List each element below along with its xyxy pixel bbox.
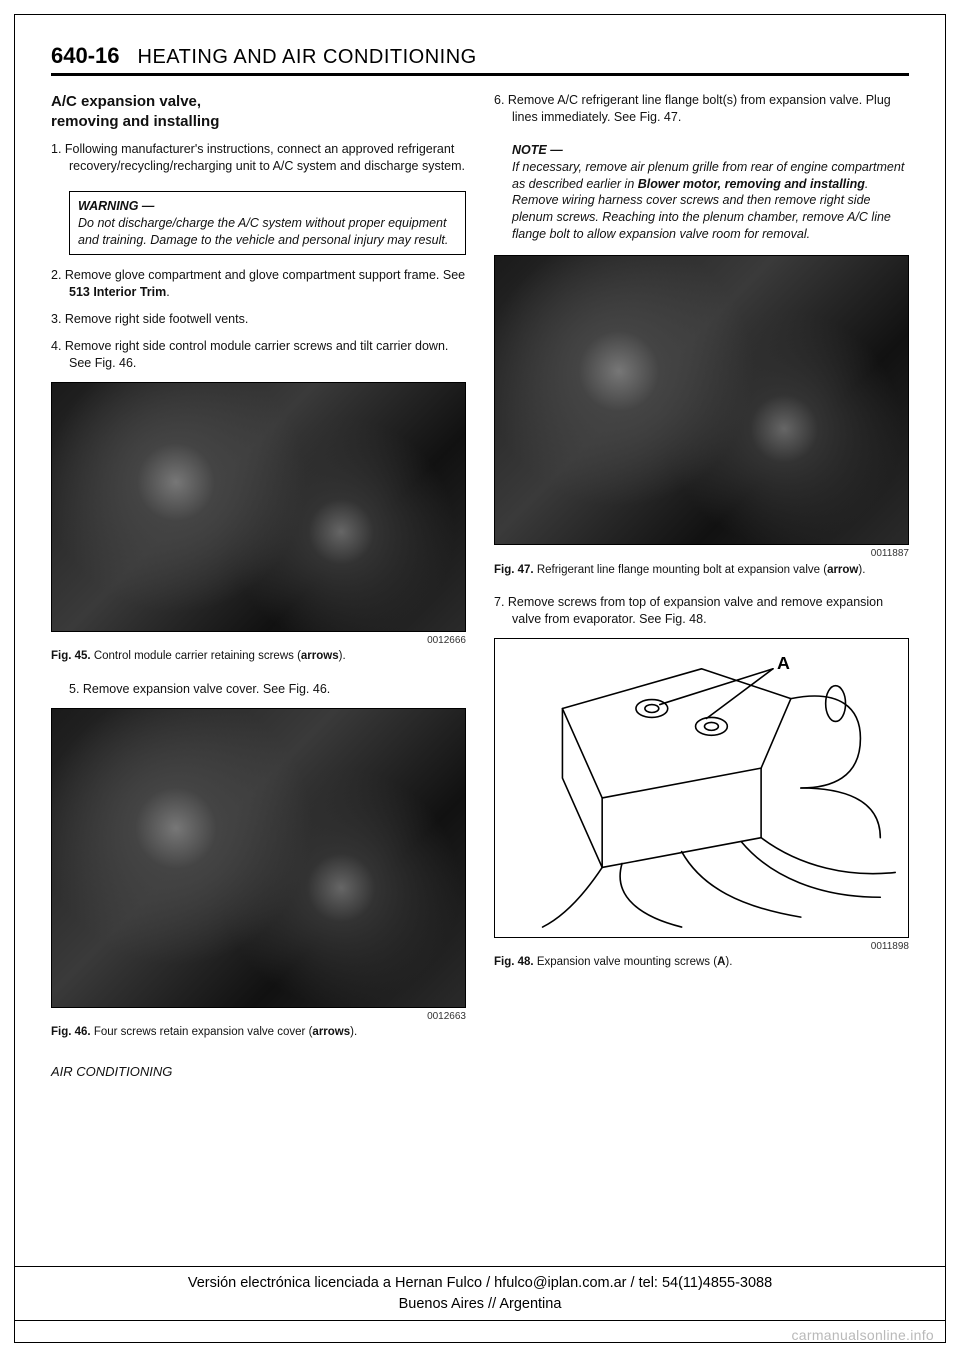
page-number: 640-16 (51, 43, 120, 69)
page-inner: 640-16 HEATING AND AIR CONDITIONING A/C … (14, 14, 946, 1343)
figure-47-id: 0011887 (494, 547, 909, 561)
figure-48-image: A (494, 638, 909, 938)
arrow-right-icon (217, 576, 263, 608)
arrow-down-icon (689, 331, 723, 377)
figure-48-id: 0011898 (494, 940, 909, 954)
section-footer: AIR CONDITIONING (51, 1063, 466, 1081)
label-a-text: A (777, 653, 790, 673)
fig48-t1: Expansion valve mounting screws ( (534, 956, 717, 968)
fig45-t1: Control module carrier retaining screws … (91, 650, 301, 662)
fig45-t2: arrows (301, 650, 339, 662)
warning-body: Do not discharge/charge the A/C system w… (78, 216, 448, 247)
figure-47-caption: Fig. 47. Refrigerant line flange mountin… (494, 563, 909, 579)
figure-46-image (51, 708, 466, 1008)
expansion-valve-diagram: A (495, 639, 908, 937)
step-3: 3. Remove right side footwell vents. (51, 311, 466, 328)
page-header: 640-16 HEATING AND AIR CONDITIONING (51, 43, 909, 76)
fig47-t3: ). (858, 564, 865, 576)
arrow-left-icon (201, 768, 241, 798)
fig45-label: Fig. 45. (51, 650, 91, 662)
step-5: 5. Remove expansion valve cover. See Fig… (51, 681, 466, 698)
fig47-label: Fig. 47. (494, 564, 534, 576)
valve-disc-shape (126, 792, 180, 846)
note-body-b1: Blower motor, removing and installing (638, 177, 865, 191)
arrow-down-icon (250, 864, 282, 904)
fig46-t3: ). (350, 1026, 357, 1038)
arrow-down-icon (230, 804, 262, 844)
page-outer: 640-16 HEATING AND AIR CONDITIONING A/C … (0, 0, 960, 1357)
fig46-label: Fig. 46. (51, 1026, 91, 1038)
figure-45: 0012666 Fig. 45. Control module carrier … (51, 382, 466, 675)
step-2c: . (166, 285, 169, 299)
left-column: A/C expansion valve, removing and instal… (51, 92, 466, 1318)
figure-48-caption: Fig. 48. Expansion valve mounting screws… (494, 955, 909, 971)
fig46-t1: Four screws retain expansion valve cover… (91, 1026, 313, 1038)
step-6: 6. Remove A/C refrigerant line flange bo… (494, 92, 909, 126)
fig46-t2: arrows (312, 1026, 350, 1038)
figure-46: 0012663 Fig. 46. Four screws retain expa… (51, 708, 466, 1051)
note-block: NOTE — If necessary, remove air plenum g… (512, 142, 909, 243)
step-2b: 513 Interior Trim (69, 285, 166, 299)
license-line1: Versión electrónica licenciada a Hernan … (188, 1275, 772, 1291)
figure-48: A 0011898 Fig. 48. Expansion valve mount… (494, 638, 909, 981)
figure-46-id: 0012663 (51, 1010, 466, 1024)
right-column: 6. Remove A/C refrigerant line flange bo… (494, 92, 909, 1318)
fig45-t3: ). (339, 650, 346, 662)
note-label: NOTE — (512, 143, 563, 157)
section-title-l1: A/C expansion valve, (51, 93, 201, 110)
arrow-up-icon (341, 477, 375, 521)
warning-box: WARNING — Do not discharge/charge the A/… (69, 191, 466, 256)
figure-45-caption: Fig. 45. Control module carrier retainin… (51, 649, 466, 665)
figure-47: 0011887 Fig. 47. Refrigerant line flange… (494, 255, 909, 588)
fig47-t1: Refrigerant line flange mounting bolt at… (534, 564, 827, 576)
fig48-t3: ). (725, 956, 732, 968)
figure-47-image (494, 255, 909, 545)
section-title-l2: removing and installing (51, 113, 219, 130)
step-1: 1. Following manufacturer's instructions… (51, 141, 466, 175)
license-line2: Buenos Aires // Argentina (399, 1296, 562, 1312)
figure-46-caption: Fig. 46. Four screws retain expansion va… (51, 1025, 466, 1041)
page-title: HEATING AND AIR CONDITIONING (138, 46, 477, 69)
step-2: 2. Remove glove compartment and glove co… (51, 267, 466, 301)
step-4: 4. Remove right side control module carr… (51, 338, 466, 372)
arrow-up-icon (283, 762, 315, 802)
step-7: 7. Remove screws from top of expansion v… (494, 594, 909, 628)
step-2a: 2. Remove glove compartment and glove co… (51, 268, 465, 282)
section-title: A/C expansion valve, removing and instal… (51, 92, 466, 131)
license-bar: Versión electrónica licenciada a Hernan … (14, 1266, 946, 1321)
arrow-up-icon (143, 482, 177, 526)
warning-label: WARNING — (78, 199, 154, 213)
fig47-t2: arrow (827, 564, 858, 576)
figure-45-image (51, 382, 466, 632)
columns: A/C expansion valve, removing and instal… (51, 92, 909, 1318)
watermark: carmanualsonline.info (792, 1327, 935, 1343)
fig48-label: Fig. 48. (494, 956, 534, 968)
figure-45-id: 0012666 (51, 634, 466, 648)
